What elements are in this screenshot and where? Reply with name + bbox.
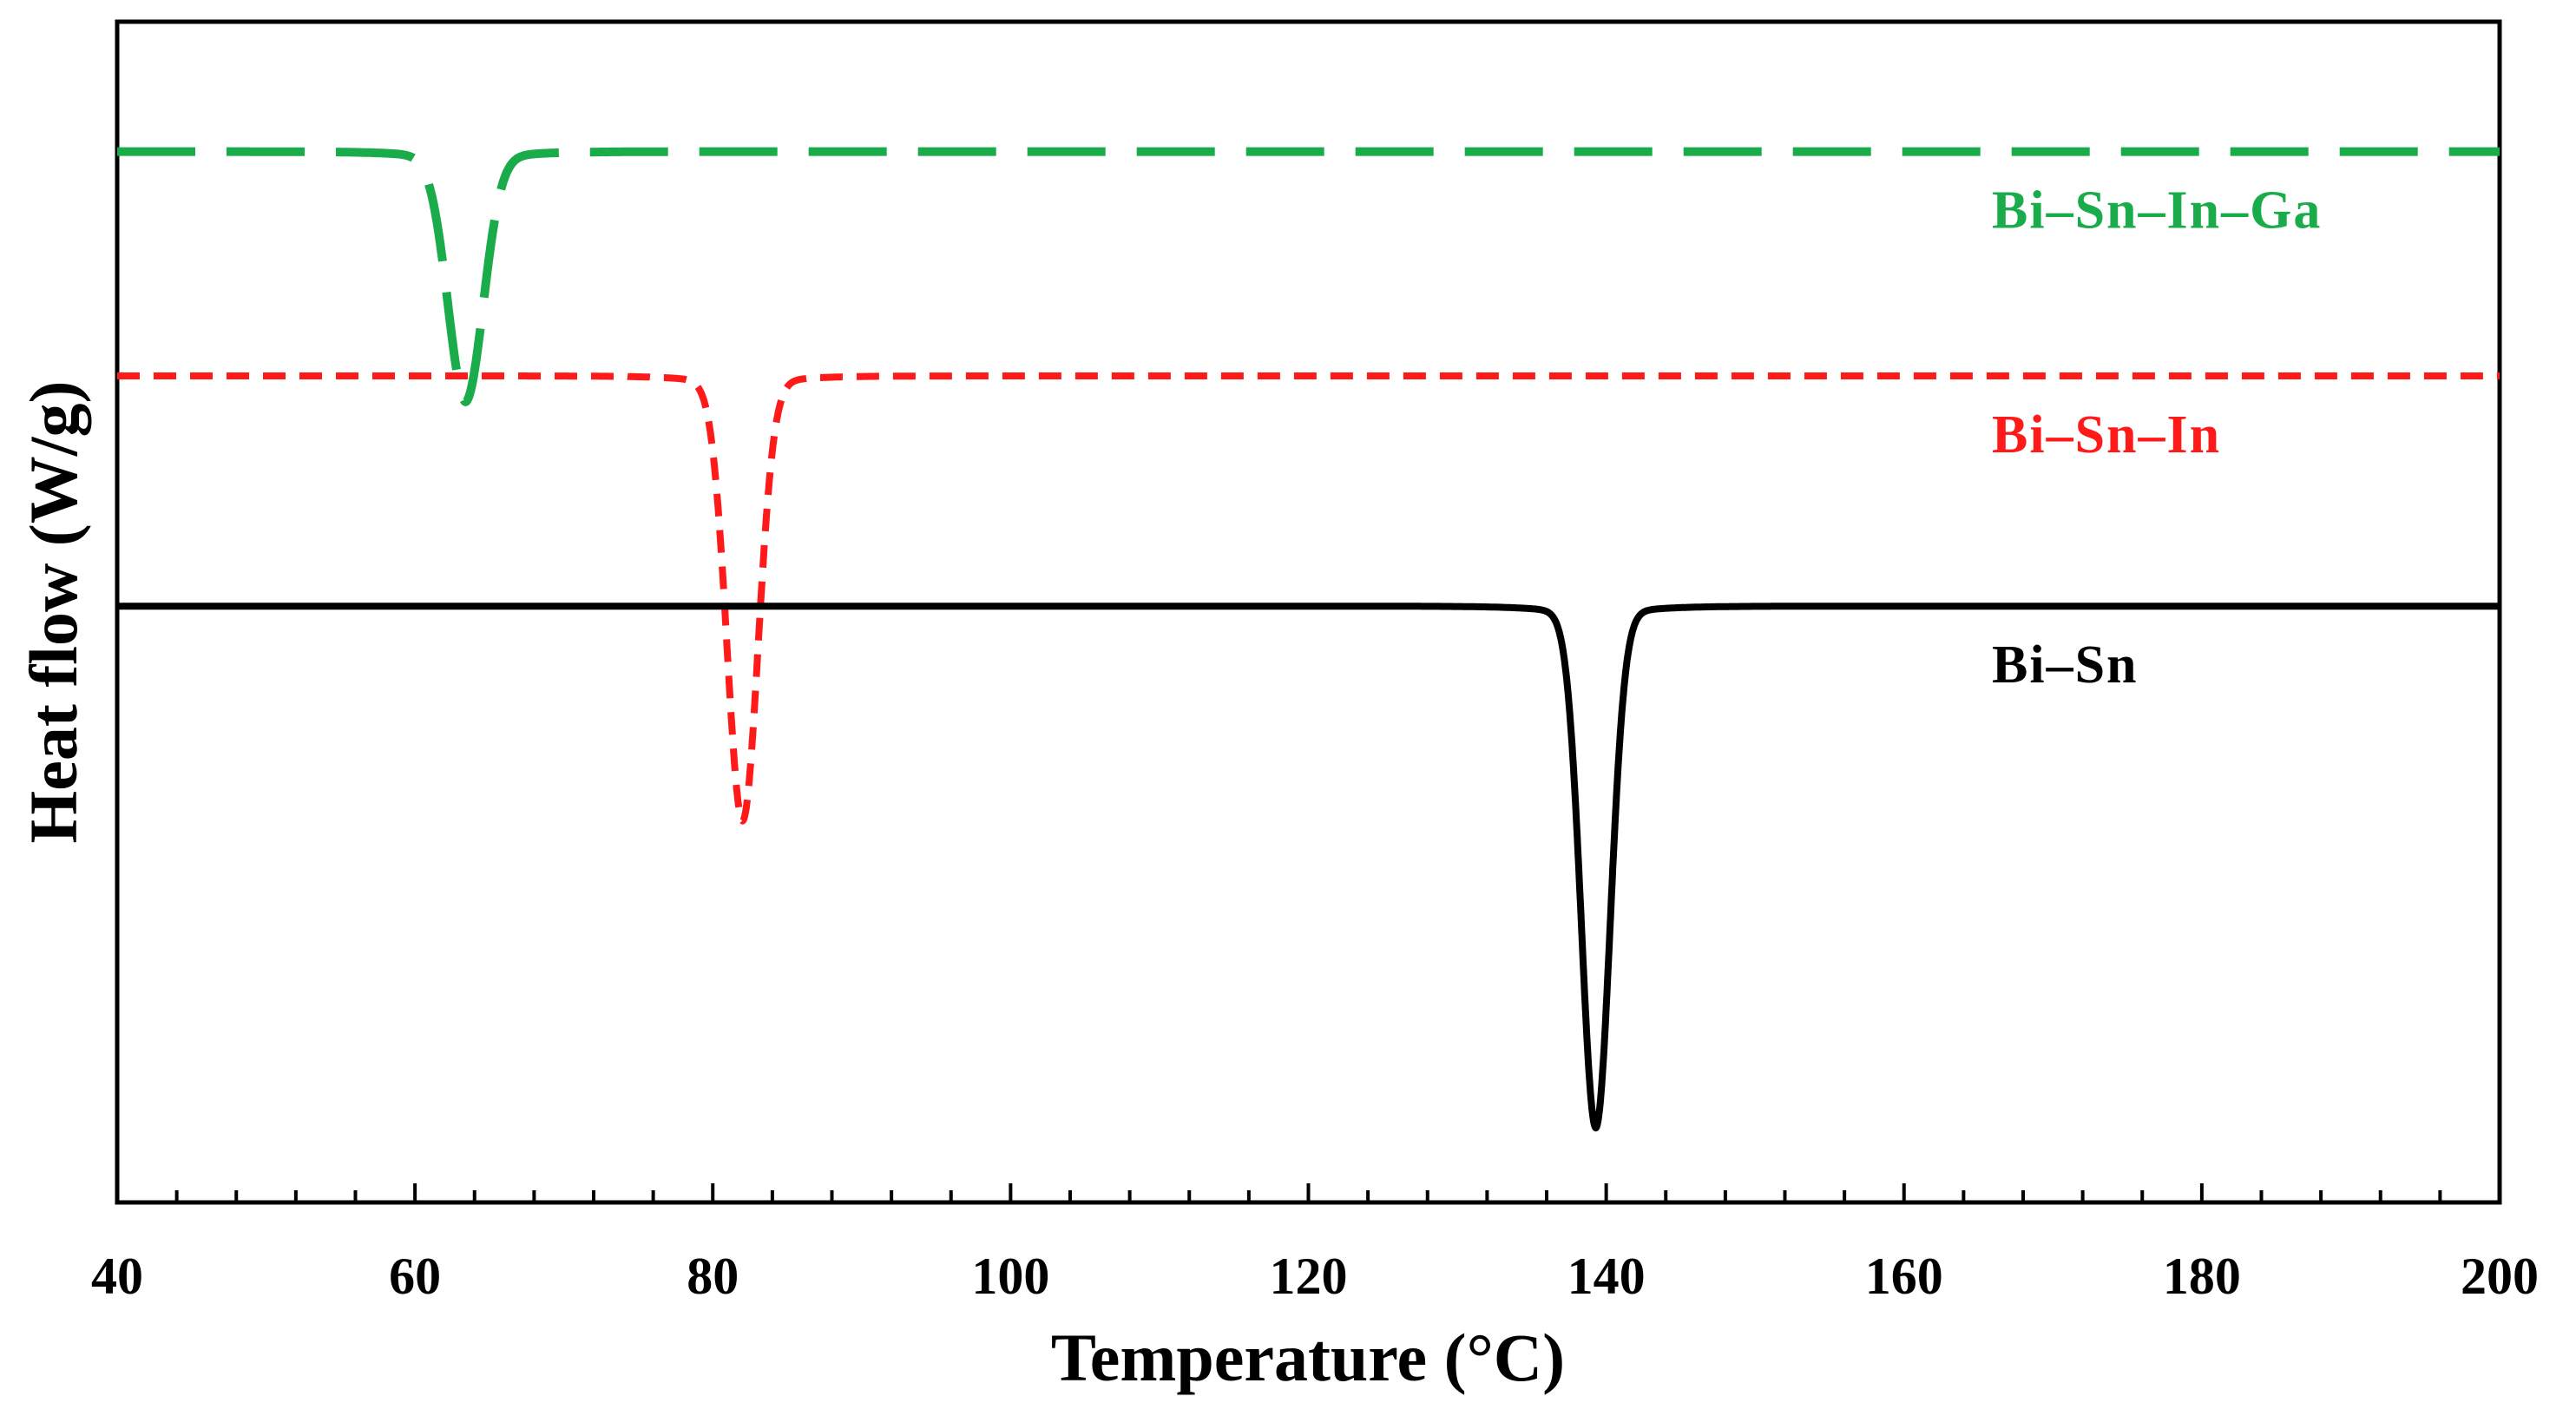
x-tick-label: 180 — [2163, 1248, 2241, 1305]
x-axis-tick-labels: 40 60 80 100 120 140 160 180 200 — [91, 1248, 2539, 1305]
x-tick-label: 120 — [1270, 1248, 1348, 1305]
x-tick-label: 200 — [2461, 1248, 2539, 1305]
x-axis-title: Temperature (°C) — [1051, 1320, 1565, 1395]
series-lines — [113, 147, 2504, 1132]
x-tick-label: 140 — [1567, 1248, 1646, 1305]
y-axis-title: Heat flow (W/g) — [16, 381, 91, 844]
series-labels: Bi–Sn–In–Ga Bi–Sn–In Bi–Sn — [1992, 181, 2322, 695]
x-tick-label: 80 — [687, 1248, 739, 1305]
series-line — [114, 603, 2503, 1132]
x-axis-ticks — [115, 1183, 2501, 1202]
series-line — [113, 147, 2504, 406]
series-label: Bi–Sn — [1992, 636, 2139, 695]
x-tick-label: 40 — [91, 1248, 143, 1305]
x-tick-label: 100 — [971, 1248, 1049, 1305]
x-tick-label: 160 — [1865, 1248, 1943, 1305]
x-tick-label: 60 — [389, 1248, 441, 1305]
series-line — [114, 372, 2503, 825]
series-label: Bi–Sn–In — [1992, 405, 2221, 464]
series-label: Bi–Sn–In–Ga — [1992, 181, 2322, 240]
